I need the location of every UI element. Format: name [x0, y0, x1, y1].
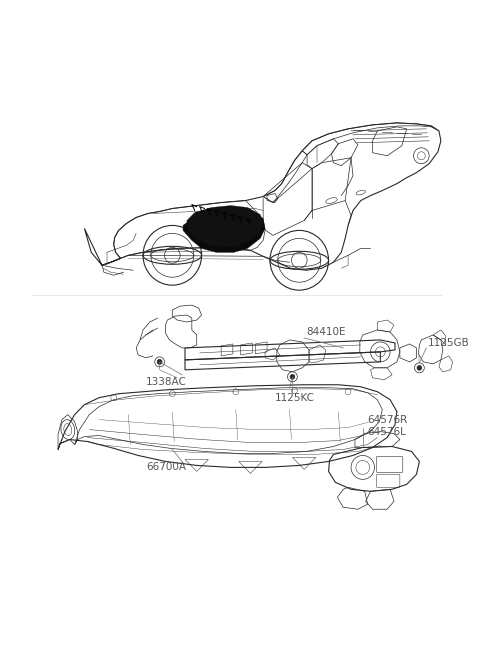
Polygon shape	[187, 205, 263, 247]
Circle shape	[290, 375, 295, 379]
Text: 66700A: 66700A	[146, 462, 186, 472]
Polygon shape	[183, 209, 265, 253]
Circle shape	[417, 365, 422, 371]
Text: 1125KC: 1125KC	[275, 393, 315, 403]
Circle shape	[157, 359, 162, 364]
Text: 64576R: 64576R	[368, 415, 408, 424]
Text: 1338AC: 1338AC	[146, 377, 187, 387]
Text: 1125GB: 1125GB	[428, 338, 470, 348]
Text: 64576L: 64576L	[368, 426, 407, 436]
Text: 84410E: 84410E	[306, 327, 346, 337]
